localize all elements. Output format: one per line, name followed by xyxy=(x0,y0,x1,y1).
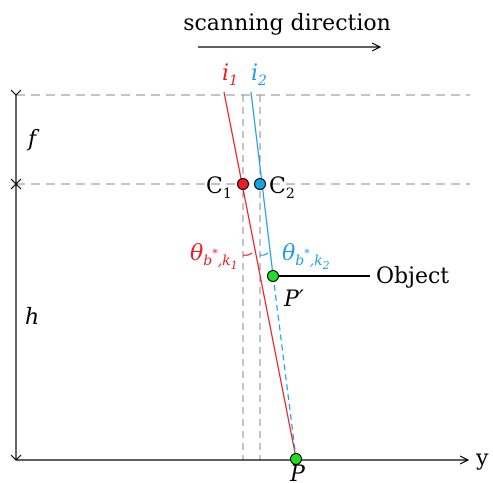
label-i2: i2 xyxy=(251,61,267,89)
angle-arc-theta-k2 xyxy=(259,252,269,256)
camera-center-c1 xyxy=(237,178,249,190)
y-axis-label: y xyxy=(475,446,489,471)
scanning-direction-label: scanning direction xyxy=(183,11,391,36)
label-theta-k1: θb*,k1 xyxy=(190,241,238,272)
label-c2: C2 xyxy=(269,174,295,202)
dimension-tick-top xyxy=(10,89,22,96)
dimension-tick-mid-lower xyxy=(10,183,22,190)
angle-arc-theta-k1 xyxy=(242,252,253,256)
label-c1: C1 xyxy=(206,174,232,202)
label-i1: i1 xyxy=(222,61,238,89)
object-label: Object xyxy=(376,264,449,289)
label-p: P xyxy=(289,462,306,483)
label-theta-k2: θb*,k2 xyxy=(282,241,330,272)
ray-i2-cyan-dashed xyxy=(272,274,297,459)
point-p xyxy=(290,453,302,465)
point-p-prime xyxy=(267,270,279,282)
ray-i1-red xyxy=(223,91,297,459)
height-label: h xyxy=(25,305,39,330)
label-p-prime: P′ xyxy=(283,287,304,312)
camera-center-c2 xyxy=(254,178,266,190)
focal-length-label: f xyxy=(26,127,40,152)
